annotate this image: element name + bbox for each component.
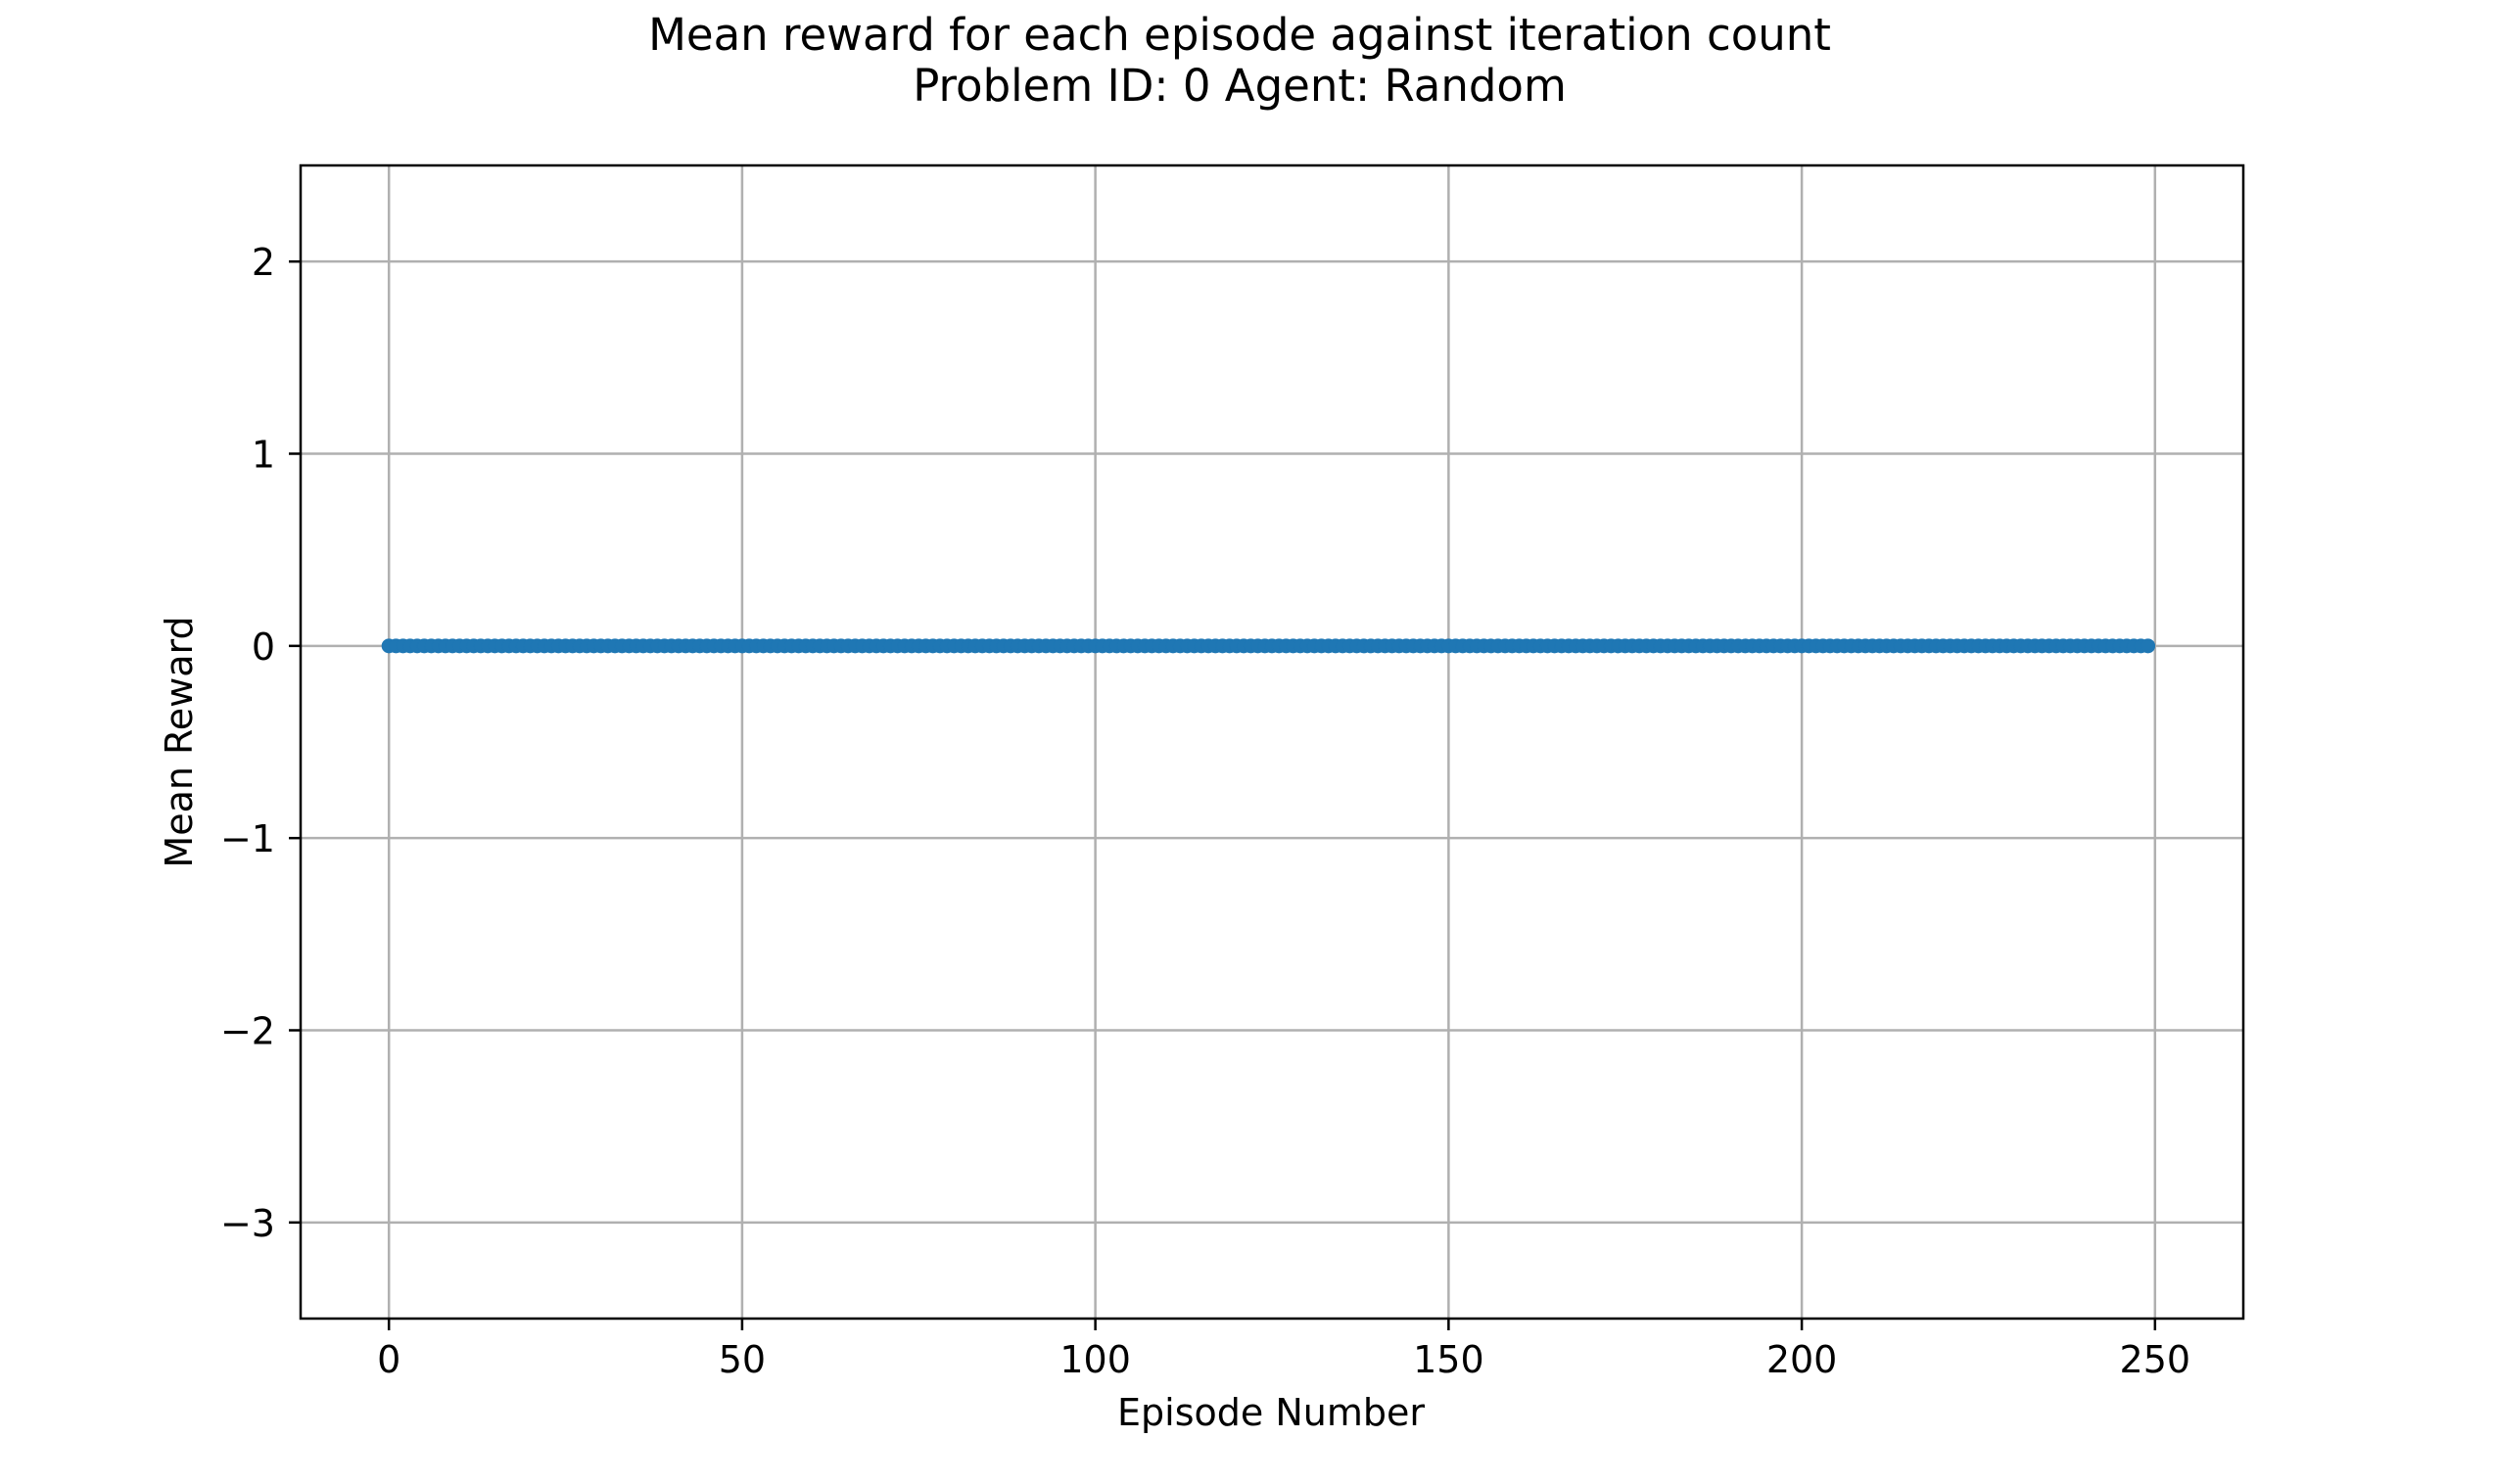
chart-title: Mean reward for each episode against ite…: [648, 9, 1831, 61]
y-tick-label: −3: [220, 1202, 275, 1245]
y-axis-ticks: −3 −2 −1 0 1 2: [220, 241, 301, 1245]
series-points: [381, 638, 2156, 654]
x-tick-label: 50: [719, 1338, 766, 1381]
y-tick-label: 0: [252, 626, 275, 669]
x-axis-ticks: 0 50 100 150 200 250: [377, 1319, 2190, 1381]
x-tick-label: 100: [1059, 1338, 1131, 1381]
x-tick-label: 150: [1413, 1338, 1484, 1381]
y-axis-label: Mean Reward: [158, 616, 201, 867]
x-tick-label: 250: [2120, 1338, 2191, 1381]
grid-lines: [301, 165, 2243, 1319]
chart-subtitle: Problem ID: 0 Agent: Random: [913, 60, 1567, 112]
plot-frame: [299, 163, 2245, 1321]
y-tick-label: 1: [252, 434, 275, 477]
chart-header: Mean reward for each episode against ite…: [648, 9, 1831, 112]
x-tick-label: 0: [377, 1338, 400, 1381]
y-tick-label: −1: [220, 817, 275, 860]
x-axis-label: Episode Number: [1117, 1391, 1425, 1434]
y-tick-label: −2: [220, 1010, 275, 1053]
y-tick-label: 2: [252, 241, 275, 284]
data-point: [2140, 638, 2156, 654]
x-tick-label: 200: [1766, 1338, 1838, 1381]
